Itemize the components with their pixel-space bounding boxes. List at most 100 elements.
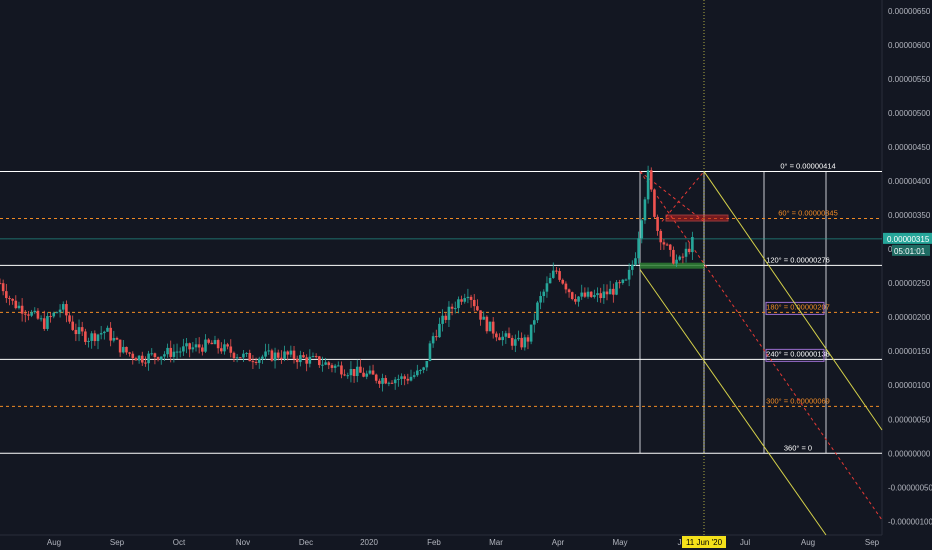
candle-body <box>558 271 561 280</box>
candle-body <box>242 353 245 358</box>
level-tag-box <box>765 301 825 315</box>
candle-body <box>261 356 264 359</box>
candle-body <box>520 337 523 348</box>
candle-body <box>311 356 315 358</box>
candle-body <box>163 354 166 357</box>
y-tick-label: 0.00000000 <box>888 449 931 458</box>
candle-body <box>68 315 71 322</box>
candle-body <box>444 315 448 320</box>
x-tick-label: May <box>612 538 627 547</box>
candle-body <box>627 269 631 280</box>
candle-body <box>131 353 135 359</box>
candle-body <box>416 370 419 376</box>
candle-body <box>466 296 470 299</box>
candle-body <box>539 296 542 303</box>
candle-body <box>419 369 422 371</box>
candle-body <box>213 340 217 345</box>
candle-body <box>381 378 384 384</box>
candle-body <box>286 351 289 355</box>
candle-body <box>346 375 350 377</box>
candle-body <box>191 347 195 350</box>
candle-body <box>140 355 144 363</box>
candle-body <box>659 230 663 243</box>
candle-body <box>289 350 293 355</box>
candle-body <box>121 346 125 353</box>
candle-body <box>596 293 599 296</box>
candle-body <box>637 238 640 259</box>
candle-body <box>172 351 176 357</box>
candle-body <box>580 292 584 297</box>
candle-body <box>23 313 27 315</box>
candle-body <box>447 306 451 320</box>
countdown-tag <box>892 244 930 256</box>
candle-body <box>460 299 463 302</box>
y-tick-label: 0.00000500 <box>888 109 931 118</box>
candle-body <box>548 277 552 284</box>
cursor-date-label: 11 Jun '20 <box>686 538 723 547</box>
candle-body <box>687 248 691 253</box>
candle-body <box>327 362 331 366</box>
time-axis-panel <box>0 535 882 550</box>
y-tick-label: 0.00000150 <box>888 347 931 356</box>
candle-body <box>42 318 46 329</box>
candle-body <box>340 365 343 375</box>
y-tick-label: 0.00000600 <box>888 41 931 50</box>
candle-body <box>245 352 248 354</box>
y-tick-label: 0.00000350 <box>888 211 931 220</box>
candle-body <box>523 337 527 348</box>
candle-body <box>201 347 204 352</box>
candle-body <box>182 346 185 352</box>
candle-body <box>20 305 24 314</box>
candle-body <box>463 298 467 302</box>
candle-body <box>330 365 334 368</box>
candle-body <box>283 351 286 359</box>
candle-body <box>305 357 308 364</box>
candle-body <box>434 336 438 338</box>
candle-body <box>491 321 495 334</box>
candle-body <box>583 292 587 297</box>
candle-body <box>166 347 169 355</box>
price-axis-panel <box>882 0 932 550</box>
candle-body <box>103 331 106 334</box>
candle-body <box>488 321 492 332</box>
candle-body <box>273 352 277 361</box>
y-tick-label: 0.00000200 <box>888 313 931 322</box>
candle-body <box>551 270 555 278</box>
candle-body <box>665 244 669 246</box>
candle-body <box>371 370 375 375</box>
candle-body <box>646 170 650 200</box>
candle-body <box>112 338 116 341</box>
candle-body <box>368 370 372 374</box>
candle-body <box>264 351 267 357</box>
x-tick-label: Aug <box>47 538 61 547</box>
candle-body <box>507 333 511 338</box>
candle-body <box>526 337 530 342</box>
candle-body <box>608 288 612 295</box>
candle-body <box>649 170 653 190</box>
candle-body <box>536 302 539 321</box>
candle-body <box>593 295 596 297</box>
candle-body <box>691 236 694 253</box>
candle-body <box>352 368 356 377</box>
candle-body <box>175 351 179 353</box>
x-tick-label: Mar <box>489 538 503 547</box>
candle-body <box>453 308 457 310</box>
candle-body <box>254 361 258 363</box>
candle-body <box>229 346 233 353</box>
candle-body <box>321 364 324 366</box>
candle-body <box>517 337 520 340</box>
level-label: 300° = 0.00000069 <box>766 396 830 405</box>
candle-body <box>668 244 672 250</box>
support-zone <box>640 262 704 269</box>
candle-body <box>457 299 460 309</box>
candle-body <box>267 350 271 352</box>
candle-body <box>248 352 252 362</box>
candle-body <box>653 189 656 217</box>
candle-body <box>324 362 327 365</box>
candle-body <box>441 315 444 324</box>
candle-body <box>612 288 615 295</box>
x-tick-label: 2020 <box>360 538 378 547</box>
candle-body <box>349 368 353 376</box>
